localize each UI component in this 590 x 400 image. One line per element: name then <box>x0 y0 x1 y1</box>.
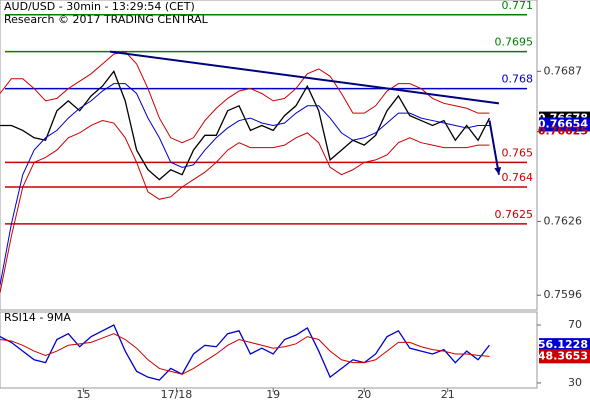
price-panel <box>0 0 538 311</box>
y-tick-label: 30 <box>568 376 582 389</box>
arrow <box>488 120 500 175</box>
level-label: 0.771 <box>502 0 534 12</box>
level-label: 0.7625 <box>495 208 534 221</box>
level-label: 0.764 <box>502 171 534 184</box>
series-line <box>0 324 490 381</box>
level-label: 0.765 <box>502 146 534 159</box>
rsi-panel <box>0 311 538 389</box>
last-value-label: 0.76654 <box>538 117 588 130</box>
last-value-box <box>539 338 590 353</box>
x-tick-label: 19 <box>266 388 280 400</box>
y-tick-label: 0.7626 <box>544 214 583 227</box>
series-line <box>0 120 490 293</box>
y-tick-label: 0.7687 <box>544 64 583 77</box>
rsi-title: RSI14 - 9MA <box>4 311 71 324</box>
arrow-head <box>494 166 502 175</box>
chart-subtitle: Research © 2017 TRADING CENTRAL <box>4 13 209 26</box>
last-value-box <box>539 117 590 132</box>
last-value-box <box>539 349 590 364</box>
series-line <box>0 51 490 144</box>
series-line <box>0 333 490 375</box>
x-tick-label: 15 <box>76 388 90 400</box>
x-tick-label: 21 <box>441 388 455 400</box>
x-tick-label: 20 <box>357 388 371 400</box>
last-value-label: 0.76625 <box>538 125 588 138</box>
series-line <box>0 83 490 286</box>
y-tick-label: 0.7596 <box>544 288 583 301</box>
last-value-label: 56.1228 <box>538 338 588 351</box>
level-label: 0.768 <box>502 73 534 86</box>
y-tick-label: 70 <box>568 318 582 331</box>
chart-title: AUD/USD - 30min - 13:29:54 (CET) <box>4 0 195 13</box>
level-label: 0.7695 <box>495 36 534 49</box>
x-tick-label: 17/18 <box>161 388 193 400</box>
series-line <box>0 70 491 181</box>
last-value-label: 48.3653 <box>538 349 588 362</box>
trendline <box>109 50 500 105</box>
